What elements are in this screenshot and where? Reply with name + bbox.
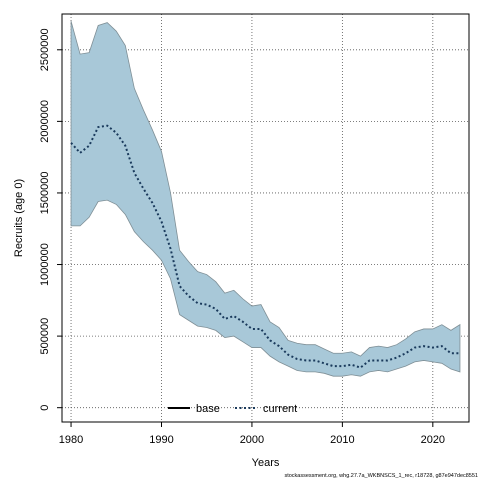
source-footnote: stockassessment.org, whg.27.7a_WKBNSCS_1… [284, 473, 478, 479]
legend: base current [168, 403, 297, 415]
x-tick-label-1980: 1980 [59, 434, 83, 446]
x-tick-label-2010: 2010 [330, 434, 354, 446]
y-tick-label-500000: 500000 [39, 318, 51, 355]
y-tick-label-0: 0 [39, 405, 51, 411]
legend-label-current: current [263, 403, 297, 415]
y-tick-label-1000000: 1000000 [39, 243, 51, 286]
x-axis-title: Years [252, 457, 280, 469]
y-tick-label-2000000: 2000000 [39, 100, 51, 143]
x-tick-label-2020: 2020 [421, 434, 445, 446]
confidence-band [70, 21, 461, 377]
y-tick-label-1500000: 1500000 [39, 172, 51, 215]
x-tick-label-2000: 2000 [240, 434, 264, 446]
y-tick-label-2500000: 2500000 [39, 28, 51, 71]
legend-label-base: base [196, 403, 220, 415]
x-tick-label-1990: 1990 [149, 434, 173, 446]
plot-frame [61, 13, 470, 423]
series-line-current [70, 124, 460, 369]
x-axis: 1980 1990 2000 2010 2020 [59, 422, 445, 446]
y-axis-title: Recruits (age 0) [13, 179, 25, 257]
y-axis: 0 500000 1000000 1500000 2000000 2500000 [39, 28, 62, 411]
